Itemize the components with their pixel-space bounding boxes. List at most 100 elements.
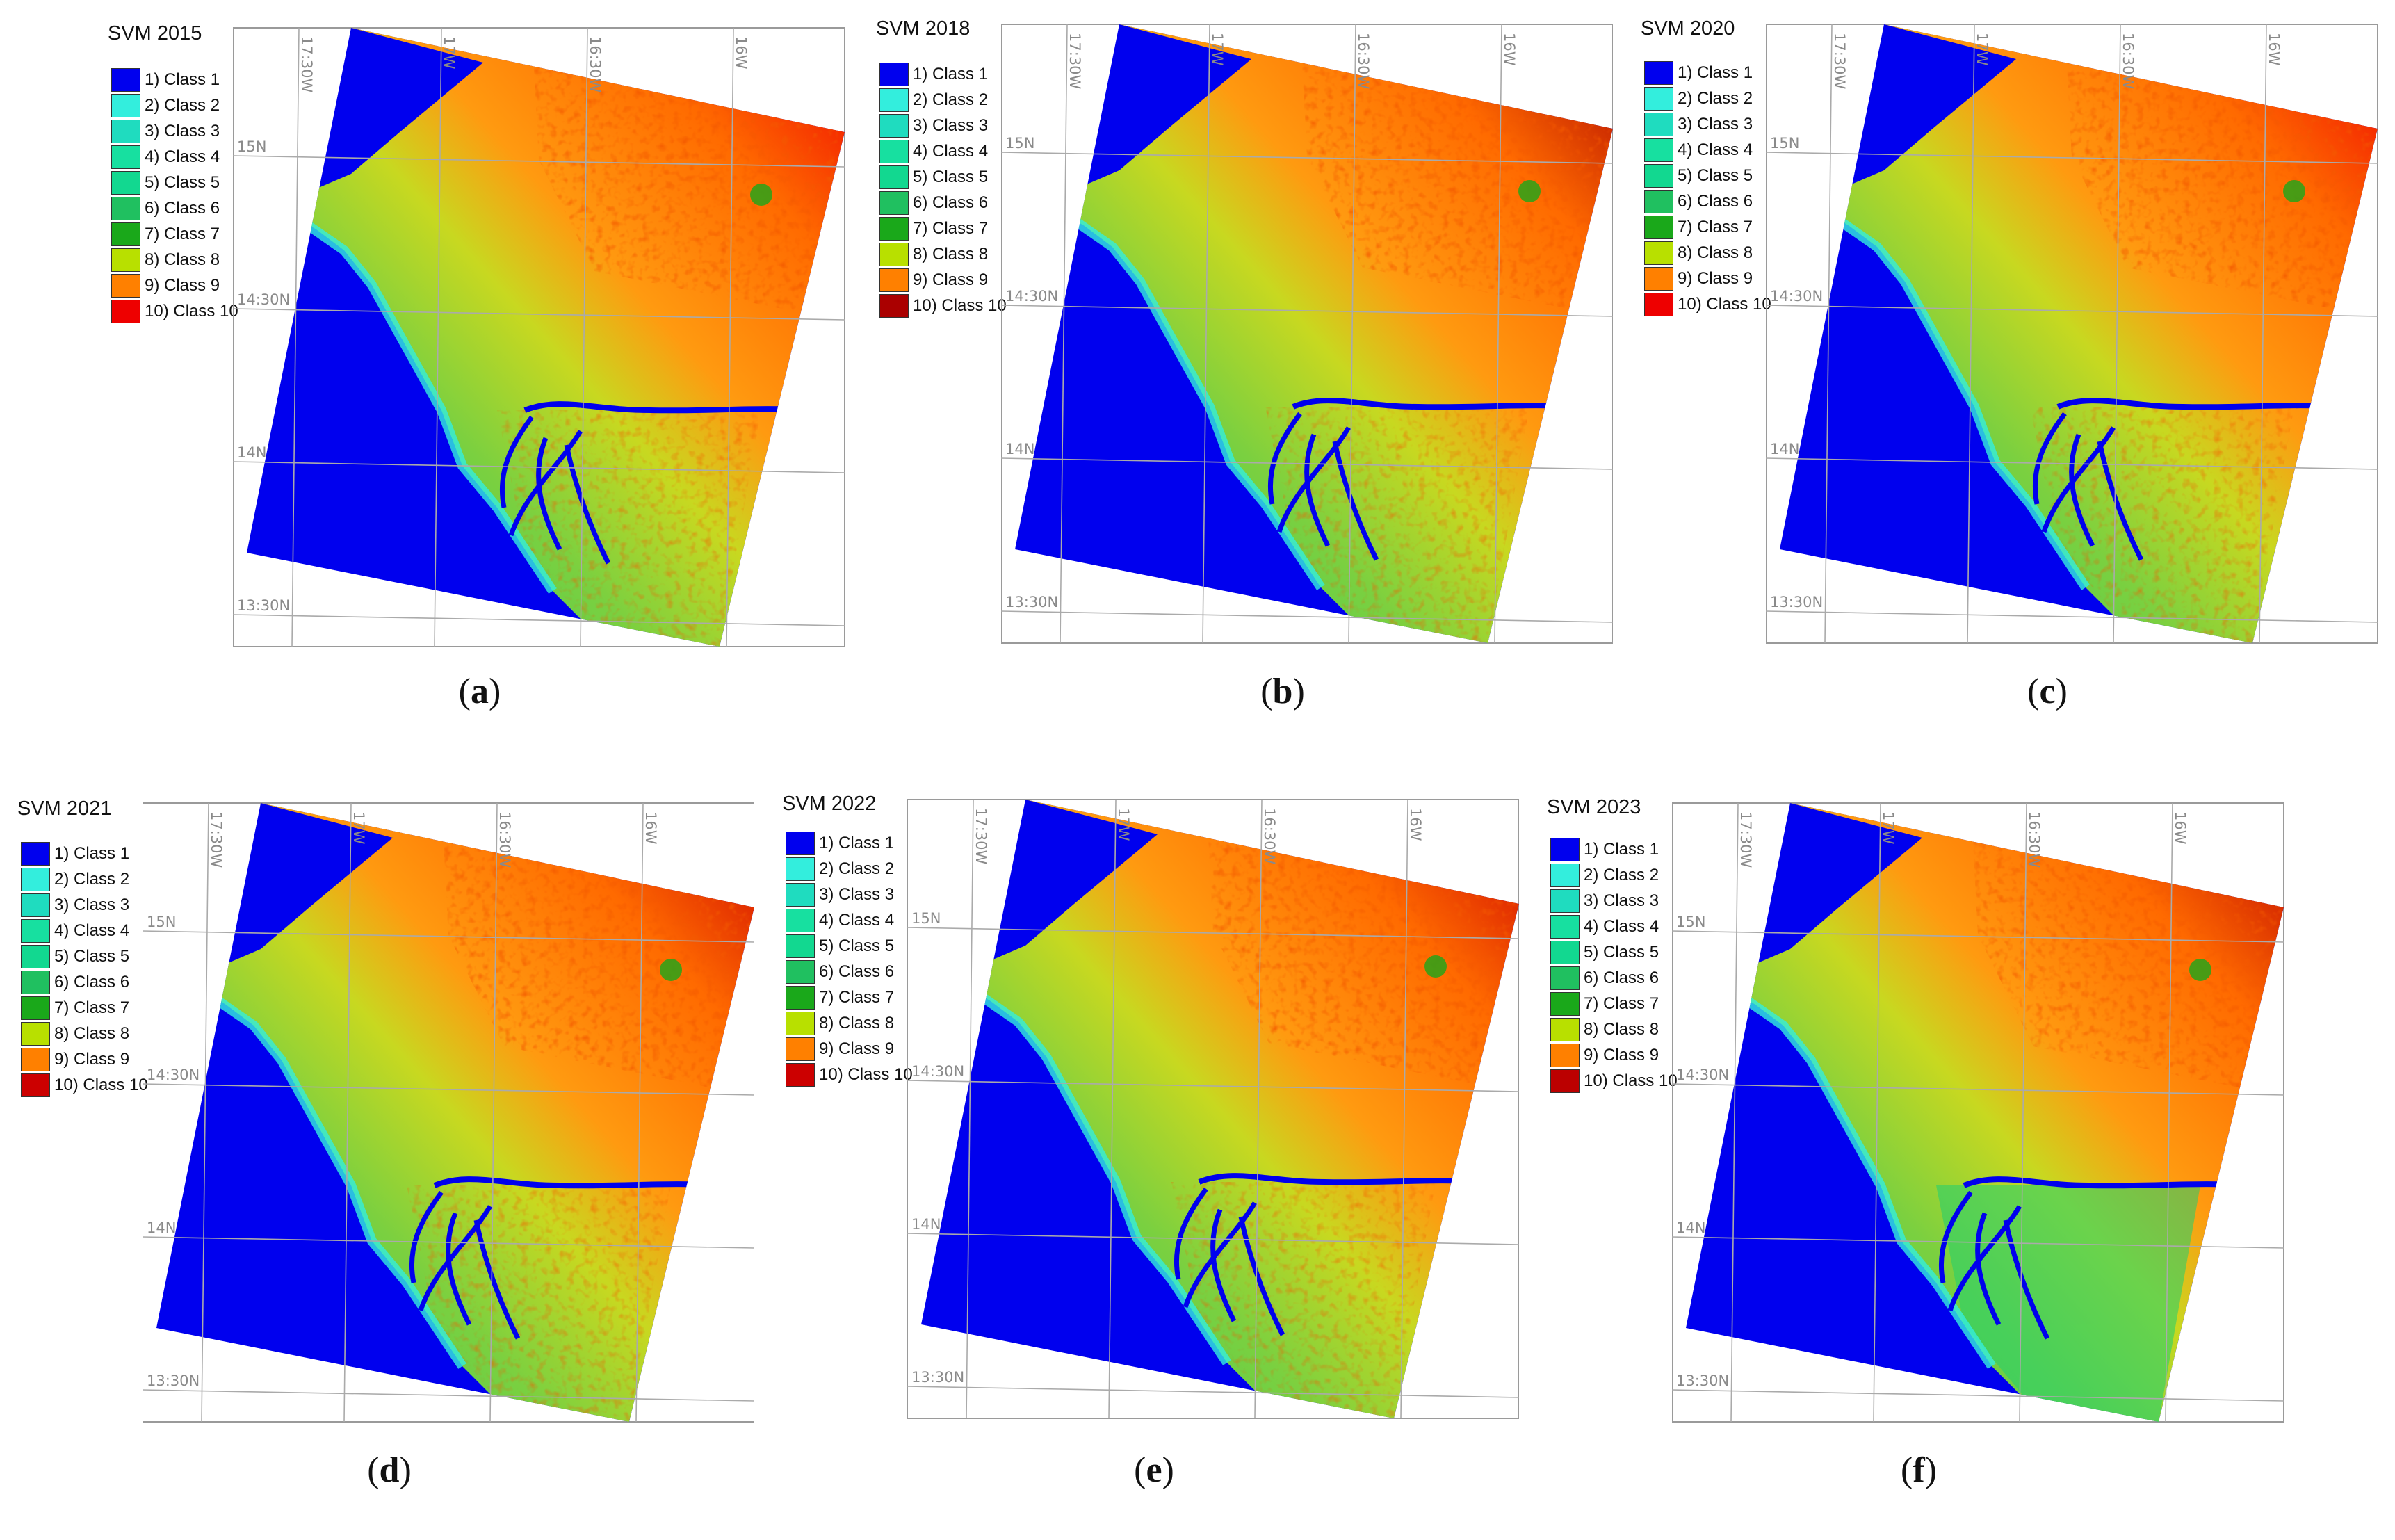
- lon-label: 17:30W: [973, 808, 989, 865]
- legend-swatch: [21, 842, 50, 866]
- legend-swatch: [1644, 293, 1673, 316]
- legend-item: 10) Class 10: [111, 300, 292, 323]
- legend-swatch: [1644, 61, 1673, 85]
- map-panel-c: SVM 2020 1) Class 1 2) Class 2 3) Class 3 4)…: [1637, 10, 2395, 761]
- legend-item: 7) Class 7: [21, 996, 202, 1020]
- lon-line: [635, 802, 644, 1423]
- lat-line: [233, 308, 845, 321]
- legend-swatch: [111, 145, 140, 169]
- legend-label: 1) Class 1: [1584, 840, 1659, 859]
- map-panel-b: SVM 2018 1) Class 1 2) Class 2 3) Class 3 4)…: [872, 10, 1665, 761]
- legend-label: 6) Class 6: [54, 973, 130, 991]
- legend-swatch: [21, 893, 50, 917]
- legend-label: 3) Class 3: [54, 895, 130, 914]
- lon-label: 16:30W: [496, 811, 513, 868]
- lat-line: [1766, 457, 2378, 470]
- lat-line: [907, 927, 1519, 939]
- lon-label: 17W: [1880, 811, 1897, 845]
- map-frame: [1766, 24, 2378, 644]
- lon-label: 17W: [1115, 808, 1132, 841]
- class-10-speckle: [532, 28, 845, 313]
- lat-label: 14N: [1770, 441, 1799, 457]
- lon-line: [2019, 802, 2027, 1423]
- legend-swatch: [1644, 138, 1673, 162]
- classification-raster: [1686, 803, 2284, 1422]
- class-6-patch: [1936, 1185, 2200, 1422]
- lat-line: [907, 1080, 1519, 1092]
- legend-label: 1) Class 1: [145, 70, 220, 89]
- legend-item: 1) Class 1: [111, 68, 292, 92]
- legend-label: 8) Class 8: [1678, 243, 1753, 262]
- inland-patch: [1518, 180, 1541, 202]
- coastal-class-2: [971, 987, 1231, 1365]
- lat-label: 15N: [1005, 135, 1034, 152]
- legend-label: 9) Class 9: [913, 270, 989, 289]
- map-panel-f: SVM 2023 1) Class 1 2) Class 2 3) Class 3 4)…: [1543, 789, 2336, 1540]
- legend-label: 4) Class 4: [1678, 140, 1753, 159]
- map-frame: [233, 27, 845, 647]
- lon-label: 17:30W: [1831, 33, 1848, 90]
- legend-item: 5) Class 5: [111, 171, 292, 195]
- lat-line: [233, 155, 845, 168]
- legend-label: 3) Class 3: [819, 885, 895, 904]
- legend-swatch: [1644, 87, 1673, 111]
- lon-label: 16W: [733, 36, 749, 70]
- legend-swatch: [786, 934, 815, 958]
- legend-swatch: [1644, 164, 1673, 188]
- lon-line: [2259, 24, 2267, 644]
- legend-label: 3) Class 3: [1584, 891, 1659, 910]
- lon-line: [489, 802, 498, 1423]
- legend-label: 8) Class 8: [145, 250, 220, 269]
- legend-label: 8) Class 8: [54, 1024, 130, 1043]
- map-frame: [907, 799, 1519, 1419]
- lon-label: 16:30W: [2120, 33, 2136, 90]
- lat-label: 13:30N: [237, 597, 290, 614]
- legend-label: 4) Class 4: [1584, 917, 1659, 936]
- legend-swatch: [786, 832, 815, 855]
- lat-line: [1672, 930, 2284, 943]
- legend-swatch: [1550, 864, 1580, 887]
- legend-label: 8) Class 8: [819, 1014, 895, 1032]
- delta-channels: [1174, 1187, 1285, 1336]
- river: [1292, 398, 1579, 410]
- graticule: 15N 14:30N 14N 13:30N 17:30W 17W 16:30W 16W: [1766, 24, 2378, 644]
- legend-swatch: [21, 945, 50, 968]
- legend-swatch: [786, 883, 815, 907]
- lat-label: 14N: [911, 1216, 941, 1233]
- lon-line: [966, 799, 974, 1419]
- legend-item: 3) Class 3: [111, 120, 292, 143]
- legend-swatch: [111, 300, 140, 323]
- lat-line: [907, 1233, 1519, 1245]
- legend-swatch: [21, 919, 50, 943]
- legend-swatch: [111, 274, 140, 298]
- map-panel-e: SVM 2022 1) Class 1 2) Class 2 3) Class 3 4)…: [779, 786, 1571, 1537]
- legend-label: 3) Class 3: [145, 122, 220, 140]
- inland-patch: [660, 959, 682, 981]
- legend-label: 5) Class 5: [819, 937, 895, 955]
- legend-label: 2) Class 2: [145, 96, 220, 115]
- legend-label: 10) Class 10: [1584, 1071, 1678, 1090]
- legend-label: 7) Class 7: [913, 219, 989, 238]
- lat-line: [1766, 610, 2378, 623]
- inland-patch: [2283, 180, 2305, 202]
- legend-swatch: [786, 986, 815, 1010]
- legend-item: 2) Class 2: [21, 868, 202, 891]
- lon-label: 16:30W: [2026, 811, 2043, 868]
- legend-item: 2) Class 2: [786, 857, 966, 881]
- legend-item: 6) Class 6: [111, 197, 292, 220]
- legend-swatch: [786, 1037, 815, 1061]
- legend-item: 7) Class 7: [1644, 216, 1825, 239]
- legend-label: 2) Class 2: [819, 859, 895, 878]
- legend-item: 8) Class 8: [111, 248, 292, 272]
- graticule: 15N 14:30N 14N 13:30N 17:30W 17W 16:30W 16W: [1672, 802, 2284, 1423]
- legend-label: 1) Class 1: [1678, 63, 1753, 82]
- delta-channels: [2032, 412, 2144, 561]
- lat-label: 15N: [147, 914, 176, 930]
- legend-label: 2) Class 2: [913, 90, 989, 109]
- map-title: SVM 2023: [1547, 796, 1641, 818]
- legend-label: 1) Class 1: [913, 65, 989, 83]
- legend-item: 8) Class 8: [21, 1022, 202, 1046]
- class-10-speckle: [1971, 803, 2284, 1088]
- legend-label: 10) Class 10: [913, 296, 1007, 315]
- coastal-class-2: [1829, 211, 2090, 590]
